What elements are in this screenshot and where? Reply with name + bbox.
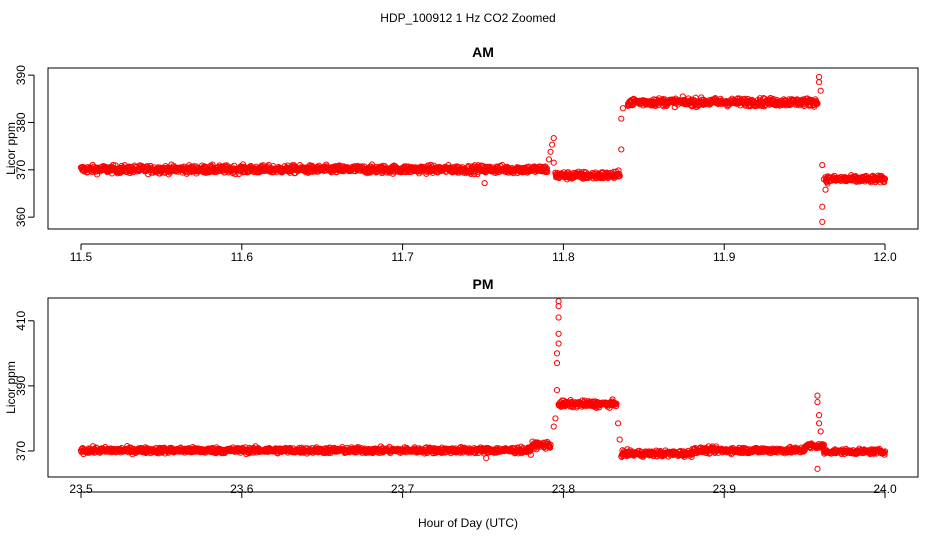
y-tick-label: 360 bbox=[14, 207, 28, 227]
panel-title: PM bbox=[473, 276, 494, 292]
data-point bbox=[545, 156, 553, 163]
data-point bbox=[547, 444, 554, 451]
x-tick-label: 23.6 bbox=[230, 482, 254, 496]
data-point bbox=[481, 179, 488, 187]
data-point bbox=[223, 162, 230, 169]
data-point bbox=[553, 387, 561, 394]
y-tick-label: 390 bbox=[14, 376, 28, 396]
y-tick-label: 380 bbox=[14, 112, 28, 132]
data-point bbox=[555, 314, 562, 321]
panel-am: AM 11.5 11.6 11.7 11.8 11.9 12.0 360 370 380 390 Li… bbox=[4, 44, 919, 264]
data-point bbox=[618, 115, 625, 122]
data-point bbox=[483, 455, 490, 462]
data-point bbox=[550, 134, 557, 142]
x-tick-label: 23.5 bbox=[69, 482, 93, 496]
data-point bbox=[817, 87, 824, 94]
y-axis-label: Licor ppm bbox=[4, 122, 18, 175]
data-point bbox=[814, 100, 821, 107]
x-axis-label: Hour of Day (UTC) bbox=[418, 516, 518, 530]
plot-frame bbox=[47, 67, 919, 230]
data-point bbox=[814, 392, 821, 399]
data-point bbox=[881, 448, 889, 455]
data-point bbox=[618, 146, 625, 153]
data-point bbox=[555, 298, 562, 305]
data-point bbox=[881, 179, 888, 186]
data-point bbox=[550, 423, 557, 430]
data-point bbox=[543, 165, 551, 172]
data-point bbox=[819, 161, 826, 169]
data-point bbox=[552, 415, 559, 422]
y-axis-label: Licor ppm bbox=[4, 361, 18, 414]
data-point bbox=[550, 159, 557, 166]
data-point bbox=[612, 403, 620, 410]
series-points bbox=[77, 73, 889, 225]
data-point bbox=[613, 400, 620, 407]
data-point bbox=[547, 441, 554, 448]
data-point bbox=[547, 148, 554, 155]
data-point bbox=[544, 168, 551, 176]
data-point bbox=[820, 441, 828, 448]
data-point bbox=[619, 105, 627, 112]
series-points bbox=[77, 298, 889, 472]
data-point bbox=[820, 176, 828, 183]
panel-pm: PM 23.5 23.6 23.7 23.8 23.9 24.0 370 390 410 Licor… bbox=[4, 276, 919, 498]
data-point bbox=[815, 420, 823, 427]
data-point bbox=[814, 399, 821, 406]
figure-title: HDP_100912 1 Hz CO2 Zoomed bbox=[380, 11, 555, 25]
data-point bbox=[527, 451, 534, 458]
x-tick-label: 23.7 bbox=[391, 482, 415, 496]
data-point bbox=[553, 350, 561, 357]
x-tick-label: 11.5 bbox=[70, 250, 93, 264]
data-point bbox=[616, 172, 623, 180]
x-tick-label: 23.8 bbox=[552, 482, 576, 496]
data-point bbox=[815, 412, 823, 419]
data-point bbox=[549, 141, 556, 148]
x-tick-label: 11.6 bbox=[231, 250, 254, 264]
data-point bbox=[814, 465, 821, 472]
data-point bbox=[555, 330, 562, 337]
data-point bbox=[881, 175, 889, 182]
data-point bbox=[815, 73, 823, 81]
y-tick-label: 370 bbox=[14, 159, 28, 179]
x-tick-label: 24.0 bbox=[873, 482, 897, 496]
plot-frame bbox=[47, 297, 919, 478]
data-point bbox=[553, 359, 561, 367]
data-point bbox=[616, 436, 623, 443]
data-point bbox=[555, 340, 562, 347]
data-point bbox=[819, 203, 826, 210]
x-tick-label: 11.7 bbox=[391, 250, 414, 264]
data-point bbox=[822, 186, 829, 193]
data-point bbox=[817, 428, 824, 435]
panel-title: AM bbox=[472, 44, 494, 60]
y-tick-label: 390 bbox=[14, 65, 28, 85]
y-tick-label: 370 bbox=[14, 441, 28, 461]
x-tick-label: 11.8 bbox=[552, 250, 575, 264]
x-tick-label: 11.9 bbox=[713, 250, 736, 264]
data-point bbox=[881, 451, 888, 458]
x-tick-label: 23.9 bbox=[713, 482, 737, 496]
y-tick-label: 410 bbox=[14, 310, 28, 330]
data-point bbox=[614, 420, 622, 427]
x-tick-label: 12.0 bbox=[873, 250, 897, 264]
data-point bbox=[819, 218, 826, 225]
